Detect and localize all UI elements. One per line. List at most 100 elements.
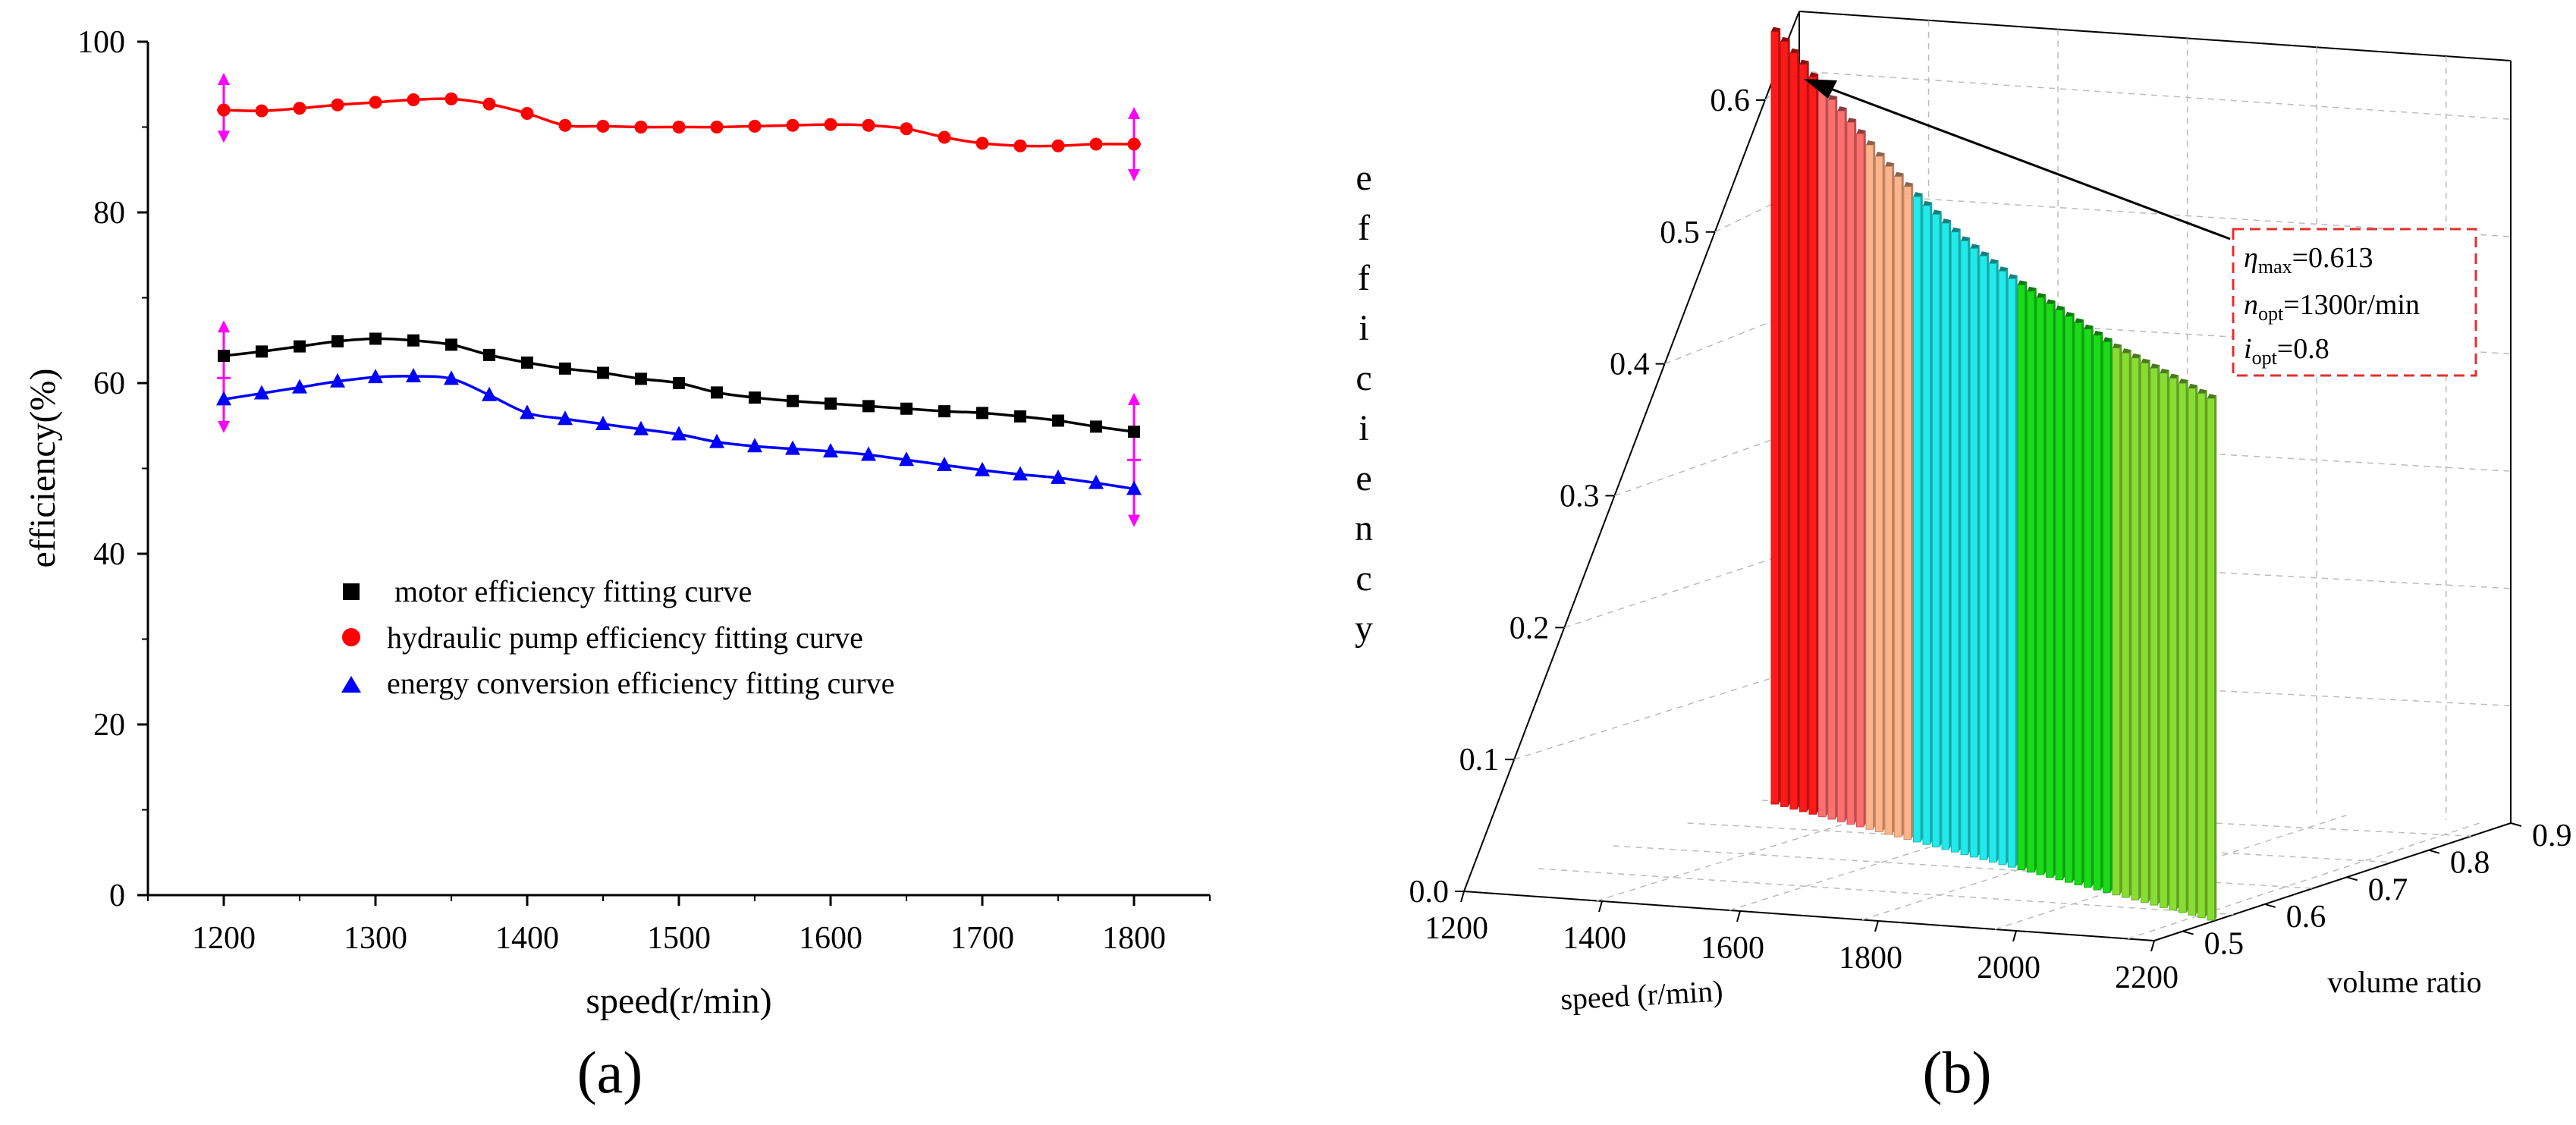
x-tick-label: 1400	[1563, 921, 1626, 956]
chart-b-panel-label: (b)	[1923, 1039, 1992, 1105]
bar-3d	[1970, 244, 1980, 858]
data-point-triangle	[1013, 466, 1028, 481]
chart-a-markers	[216, 92, 1142, 495]
grid-line	[1614, 429, 1800, 497]
bar-3d	[2065, 312, 2075, 883]
data-point-square	[445, 338, 457, 351]
data-point-triangle	[444, 370, 459, 385]
bar-3d	[2169, 373, 2179, 911]
y-tick-label: 60	[93, 366, 125, 401]
data-point-circle	[900, 122, 913, 136]
chart-b-y-label: volume ratio	[2327, 965, 2481, 999]
z-tick-label: 0.1	[1459, 743, 1500, 778]
chart-a-panel-label: (a)	[577, 1039, 643, 1105]
data-point-circle	[975, 137, 989, 150]
data-point-triangle	[1051, 469, 1066, 484]
chart-a-y-label: efficiency(%)	[23, 369, 63, 568]
bar-3d	[1913, 192, 1923, 843]
y-tick-label: 0.6	[2286, 900, 2326, 935]
x-tick-label: 1600	[1701, 931, 1764, 966]
bar-3d	[1770, 27, 1781, 805]
chart-b-x-label: speed (r/min)	[1560, 973, 1723, 1016]
grid-line	[1798, 71, 2512, 121]
legend-circle-marker	[342, 628, 360, 646]
data-point-square	[900, 402, 913, 415]
data-point-triangle	[747, 438, 762, 453]
data-point-square	[1014, 410, 1026, 423]
x-tick-label: 1800	[1839, 941, 1902, 976]
annotation-ratio: iopt=0.8	[2244, 333, 2329, 369]
x-tick-label: 1400	[495, 921, 559, 956]
data-point-triangle	[861, 446, 876, 461]
data-point-square	[938, 405, 950, 418]
bar-3d	[1884, 162, 1895, 835]
chart-a-x-ticks: 1200 1300 1400 1500 1600 1700 1800	[147, 895, 1211, 956]
bar-3d	[2131, 353, 2141, 900]
data-point-triangle	[595, 416, 611, 430]
bar-3d	[1960, 236, 1971, 856]
data-point-circle	[1127, 137, 1141, 151]
x-tick-label: 1200	[1425, 911, 1488, 946]
bar-3d	[2179, 379, 2188, 913]
legend-triangle-marker	[341, 676, 361, 693]
y-tick-label: 20	[93, 708, 125, 743]
data-point-triangle	[292, 379, 307, 394]
data-point-square	[787, 394, 799, 407]
z-tick-label: 0.5	[1660, 215, 1700, 250]
data-point-circle	[710, 121, 724, 134]
bar-3d	[2055, 305, 2066, 881]
data-point-square	[1128, 426, 1140, 438]
data-point-square	[256, 345, 268, 358]
bar-3d	[2112, 343, 2122, 896]
data-point-square	[483, 348, 495, 361]
data-point-triangle	[785, 440, 800, 455]
x-tick-mark	[1874, 920, 1879, 932]
bar-3d	[2150, 363, 2160, 906]
data-point-square	[673, 377, 685, 389]
bar-3d	[1846, 118, 1857, 825]
data-point-circle	[482, 97, 496, 111]
bar-3d	[1998, 266, 2009, 866]
data-point-triangle	[975, 461, 990, 476]
x-tick-label: 1700	[950, 921, 1014, 956]
annotation-border	[2232, 228, 2477, 377]
x-tick-label: 1500	[647, 921, 711, 956]
data-point-circle	[596, 119, 610, 133]
x-tick-mark	[2012, 930, 2017, 942]
data-point-circle	[445, 92, 458, 105]
x-tick-mark	[1460, 891, 1465, 903]
chart-a: 1200 1300 1400 1500 1600 1700 1800 0 20 40 60 80 10…	[23, 25, 1211, 1105]
data-point-square	[862, 400, 875, 413]
y-tick-label: 100	[77, 25, 125, 60]
grid-line	[2127, 821, 2484, 940]
z-tick-label: 0.4	[1610, 347, 1650, 382]
y-tick-mark	[2346, 876, 2358, 881]
error-bar	[217, 320, 231, 433]
chart-a-y-ticks: 0 20 40 60 80 100	[77, 25, 148, 913]
x-tick-label: 1200	[192, 921, 256, 956]
bar-3d	[1827, 95, 1838, 820]
data-point-triangle	[899, 451, 914, 467]
y-tick-mark	[2264, 903, 2276, 908]
data-point-square	[825, 398, 837, 410]
y-tick-label: 0.8	[2450, 846, 2490, 881]
data-point-square	[521, 357, 533, 369]
bar-3d	[1837, 106, 1847, 822]
annotation-speed: nopt=1300r/min	[2244, 289, 2420, 325]
bar-3d	[2093, 331, 2103, 891]
y-tick-label: 40	[93, 537, 125, 572]
bar-3d	[1875, 152, 1885, 833]
bar-3d	[1903, 181, 1914, 841]
chart-a-legend: motor efficiency fitting curve hydraulic…	[341, 574, 894, 700]
bar-3d	[2103, 337, 2113, 893]
y-tick-label: 0	[109, 878, 125, 913]
data-point-triangle	[823, 443, 838, 457]
bar-3d	[1932, 209, 1942, 848]
x-tick-label: 2000	[1977, 951, 2040, 985]
data-point-triangle	[1089, 474, 1104, 489]
data-point-square	[1052, 414, 1064, 427]
data-point-triangle	[558, 410, 573, 426]
chart-a-x-label: speed(r/min)	[586, 981, 771, 1021]
y-tick-label: 0.5	[2204, 927, 2245, 962]
chart-b-y-ticks: 0.5 0.6 0.7 0.8 0.9	[2182, 819, 2572, 962]
